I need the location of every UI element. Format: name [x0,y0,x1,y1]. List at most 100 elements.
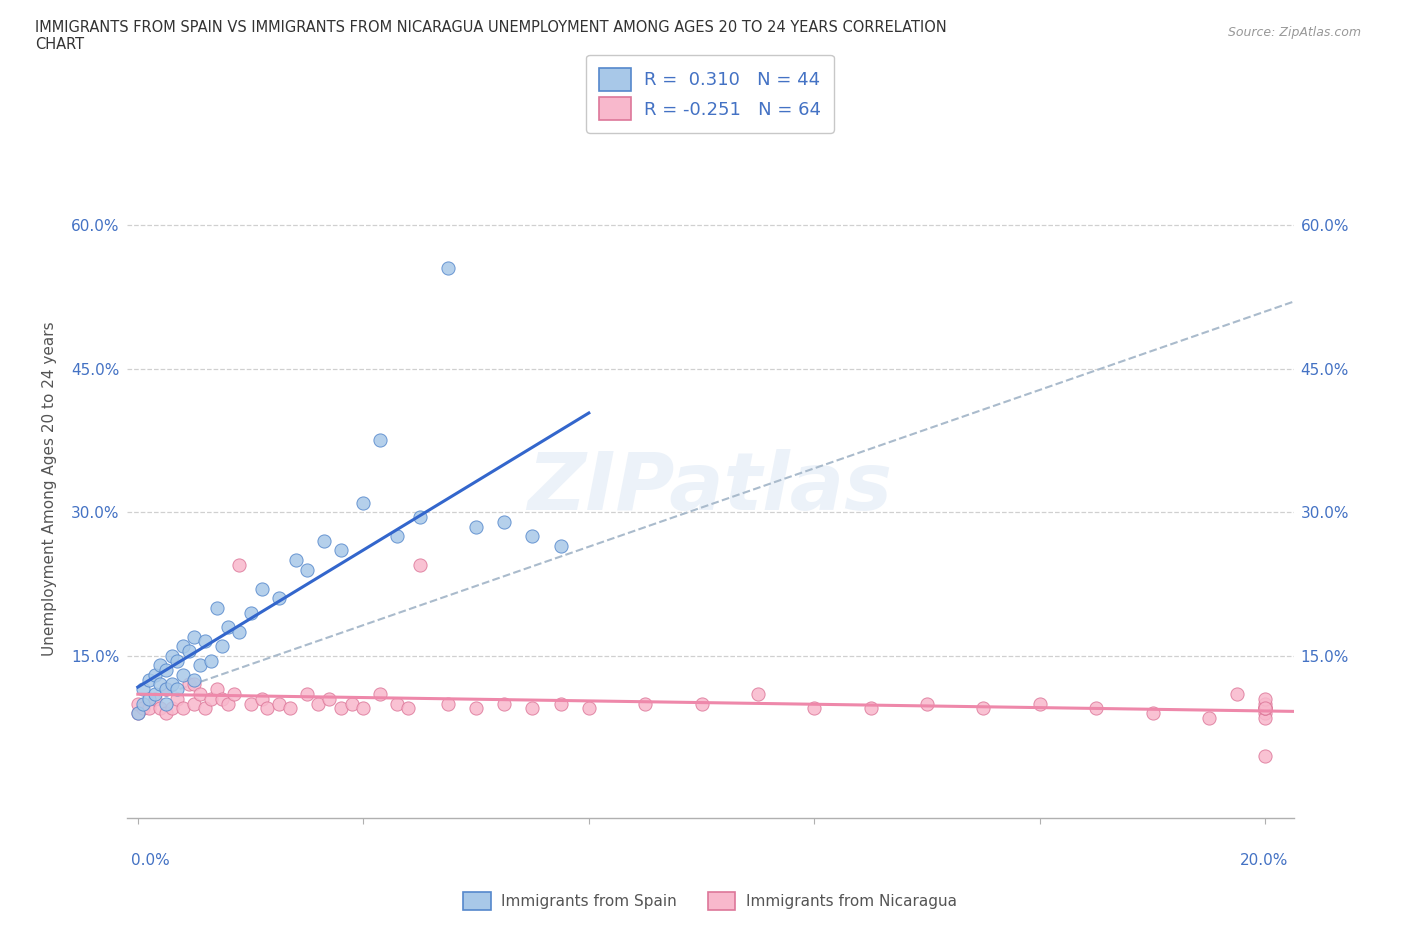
Point [172,701,194,716]
Point [149,677,172,692]
Point [437,697,460,711]
Point [329,543,352,558]
Point [188,658,211,672]
Point [578,701,600,716]
Point [915,697,938,711]
Point [127,697,149,711]
Point [312,534,335,549]
Y-axis label: Unemployment Among Ages 20 to 24 years: Unemployment Among Ages 20 to 24 years [42,321,58,656]
Point [1254,697,1277,711]
Point [385,528,408,543]
Point [138,672,160,687]
Point [284,552,307,567]
Point [1254,701,1277,716]
Point [205,601,228,616]
Point [155,682,177,697]
Point [522,701,544,716]
Point [634,697,657,711]
Point [155,697,177,711]
Point [166,653,188,668]
Point [194,701,217,716]
Point [132,682,155,697]
Point [1226,686,1249,701]
Point [143,686,166,701]
Point [166,691,188,706]
Point [295,562,318,577]
Point [194,634,217,649]
Point [177,644,200,658]
Point [368,686,391,701]
Point [155,682,177,697]
Point [437,260,460,275]
Point [307,697,329,711]
Point [200,653,222,668]
Point [859,701,882,716]
Point [494,514,516,529]
Point [138,691,160,706]
Point [172,668,194,683]
Point [1142,706,1164,721]
Point [250,691,273,706]
Point [550,697,572,711]
Point [183,672,205,687]
Text: IMMIGRANTS FROM SPAIN VS IMMIGRANTS FROM NICARAGUA UNEMPLOYMENT AMONG AGES 20 TO: IMMIGRANTS FROM SPAIN VS IMMIGRANTS FROM… [35,20,946,35]
Point [409,510,432,525]
Point [295,686,318,701]
Point [143,691,166,706]
Point [1254,711,1277,725]
Point [318,691,340,706]
Point [138,701,160,716]
Point [972,701,994,716]
Point [127,706,149,721]
Point [239,605,262,620]
Point [127,706,149,721]
Point [211,691,233,706]
Point [690,697,713,711]
Point [211,639,233,654]
Point [352,495,374,510]
Point [155,706,177,721]
Point [494,697,516,711]
Point [200,691,222,706]
Point [250,581,273,596]
Point [329,701,352,716]
Point [465,701,488,716]
Point [1029,697,1052,711]
Point [368,433,391,448]
Point [239,697,262,711]
Point [149,658,172,672]
Legend: Immigrants from Spain, Immigrants from Nicaragua: Immigrants from Spain, Immigrants from N… [457,885,963,916]
Text: Source: ZipAtlas.com: Source: ZipAtlas.com [1227,26,1361,39]
Point [177,677,200,692]
Point [1254,701,1277,716]
Point [217,697,239,711]
Point [132,701,155,716]
Point [166,682,188,697]
Point [228,624,250,639]
Point [1254,691,1277,706]
Text: 0.0%: 0.0% [131,853,170,868]
Point [256,701,278,716]
Point [183,697,205,711]
Point [1254,701,1277,716]
Point [267,591,290,605]
Text: 20.0%: 20.0% [1240,853,1288,868]
Point [803,701,825,716]
Point [1254,706,1277,721]
Point [160,677,183,692]
Point [522,528,544,543]
Text: ZIPatlas: ZIPatlas [527,449,893,527]
Point [149,701,172,716]
Point [550,538,572,553]
Point [228,557,250,572]
Point [747,686,769,701]
Point [172,639,194,654]
Point [278,701,301,716]
Point [352,701,374,716]
Point [222,686,245,701]
Point [409,557,432,572]
Point [385,697,408,711]
Point [132,697,155,711]
Point [183,629,205,644]
Point [188,686,211,701]
